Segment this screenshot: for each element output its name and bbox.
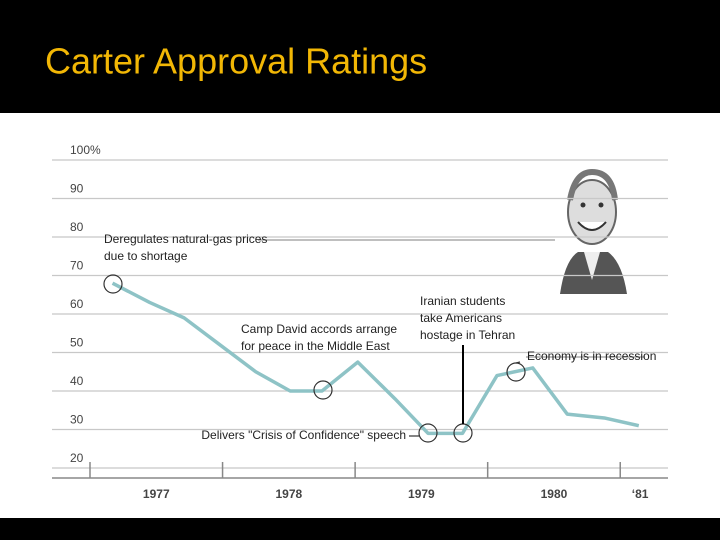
annotation-text: for peace in the Middle East bbox=[241, 339, 390, 353]
y-tick-label: 50 bbox=[70, 336, 84, 350]
y-tick-label: 100% bbox=[70, 143, 101, 157]
x-tick-label: ‘81 bbox=[632, 487, 649, 501]
approval-line bbox=[111, 281, 640, 436]
annotation-text: Deregulates natural-gas prices bbox=[104, 232, 267, 246]
x-tick-label: 1979 bbox=[408, 487, 435, 501]
x-tick-label: 1978 bbox=[275, 487, 302, 501]
y-tick-label: 70 bbox=[70, 259, 84, 273]
y-tick-label: 90 bbox=[70, 182, 84, 196]
x-tick-label: 1980 bbox=[541, 487, 568, 501]
y-tick-label: 30 bbox=[70, 413, 84, 427]
slide-title: Carter Approval Ratings bbox=[45, 41, 427, 82]
y-tick-label: 80 bbox=[70, 220, 84, 234]
annotation-text: Iranian students bbox=[420, 294, 505, 308]
y-tick-label: 40 bbox=[70, 374, 84, 388]
portrait bbox=[556, 168, 628, 294]
x-tick-label: 1977 bbox=[143, 487, 170, 501]
annotation-markers bbox=[103, 239, 645, 443]
y-tick-label: 60 bbox=[70, 297, 84, 311]
annotation-text: hostage in Tehran bbox=[420, 328, 515, 342]
annotation-text: Camp David accords arrange bbox=[241, 322, 397, 336]
plot: 20 30 40 50 60 70 80 90 100% 1977 1978 1979 1980 ‘81 bbox=[52, 143, 668, 501]
annotation-text: due to shortage bbox=[104, 249, 188, 263]
annotation-text: Delivers "Crisis of Confidence" speech bbox=[201, 428, 406, 442]
annotation-text: Economy is in recession bbox=[527, 349, 656, 363]
annotation-text: take Americans bbox=[420, 311, 502, 325]
y-tick-label: 20 bbox=[70, 451, 84, 465]
